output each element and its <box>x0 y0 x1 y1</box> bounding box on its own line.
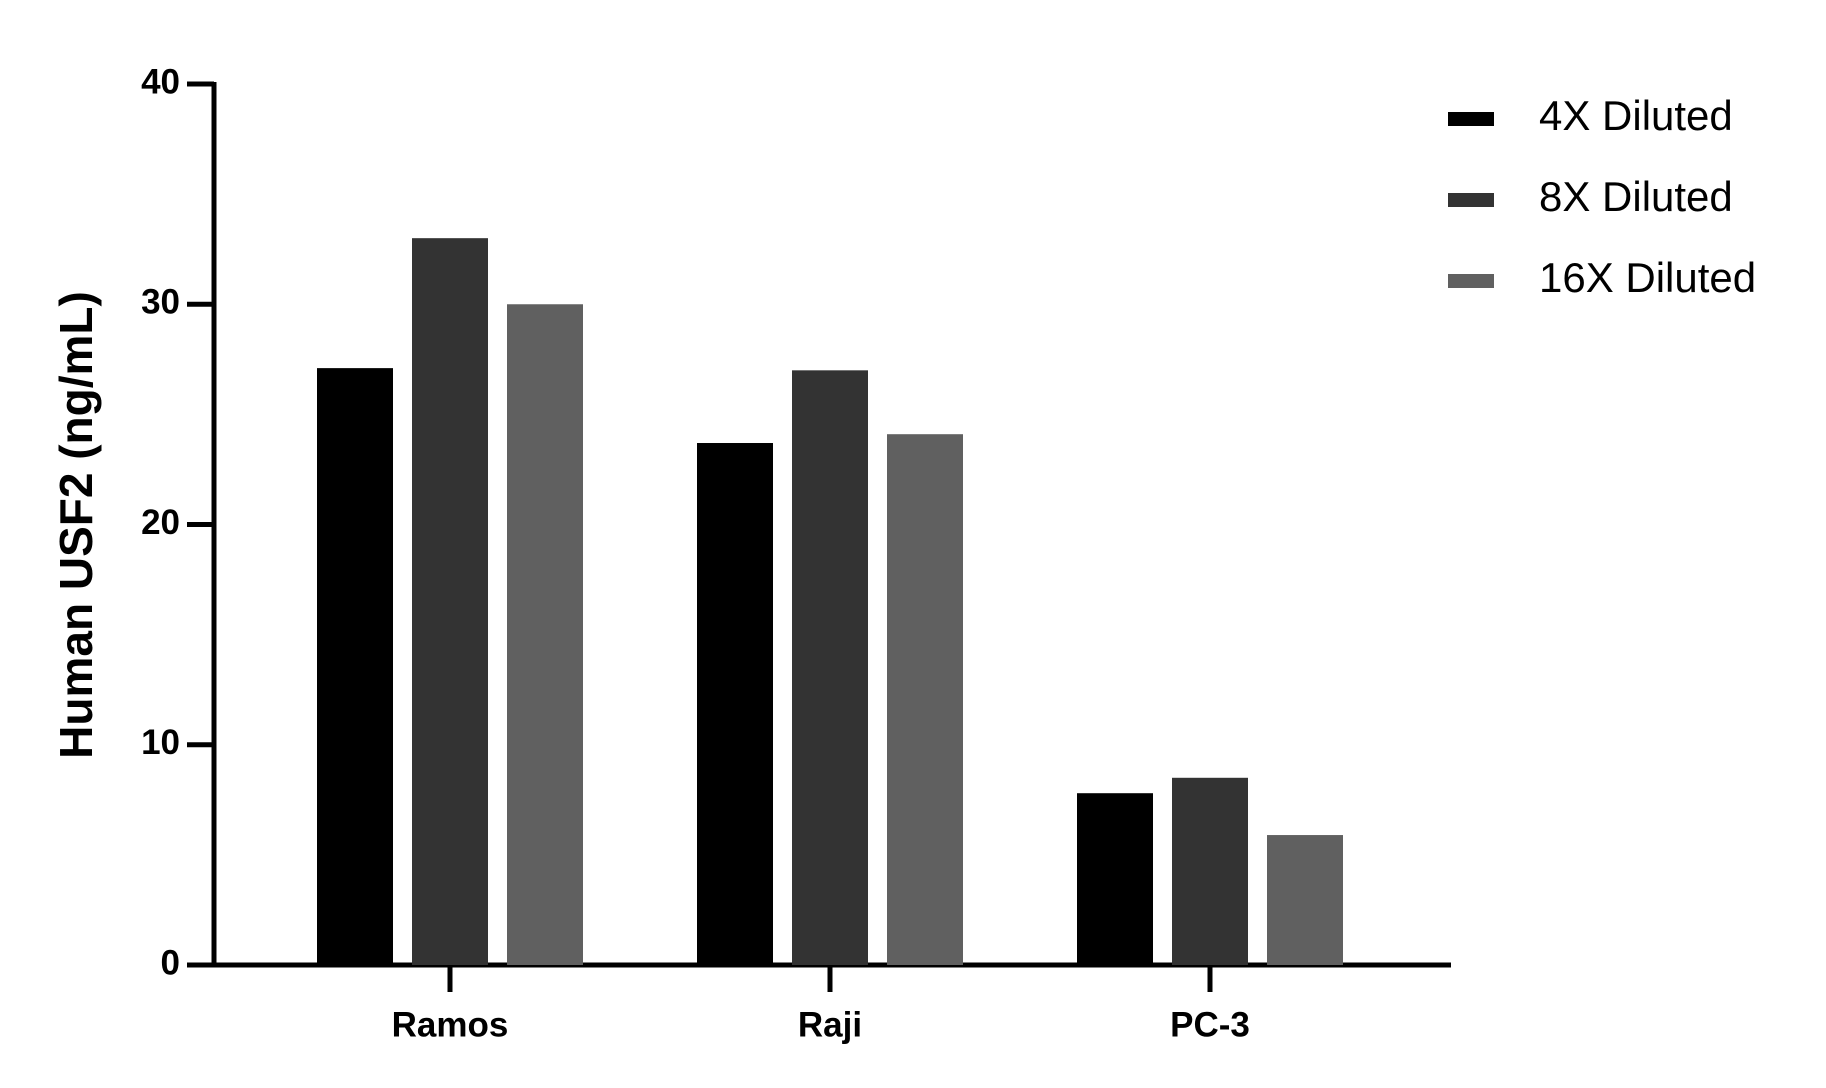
y-tick-label: 10 <box>141 723 180 762</box>
legend-swatch <box>1448 193 1494 207</box>
y-tick-label: 30 <box>141 283 180 322</box>
bar <box>887 434 963 965</box>
bar <box>1172 777 1248 965</box>
legend-swatch <box>1448 274 1494 288</box>
bar <box>792 370 868 965</box>
bar <box>1077 793 1153 965</box>
x-tick-label: Raji <box>798 1005 862 1044</box>
x-tick-label: PC-3 <box>1170 1005 1250 1044</box>
bar <box>1267 835 1343 965</box>
x-tick-label: Ramos <box>392 1005 509 1044</box>
legend-label: 16X Diluted <box>1539 254 1756 301</box>
legend-label: 8X Diluted <box>1539 173 1733 220</box>
y-axis-title: Human USF2 (ng/mL) <box>50 291 102 759</box>
bar <box>412 238 488 966</box>
y-tick-label: 20 <box>141 503 180 542</box>
y-tick-label: 0 <box>161 943 180 982</box>
y-tick-label: 40 <box>141 62 180 101</box>
legend-label: 4X Diluted <box>1539 92 1733 139</box>
bar <box>317 368 393 965</box>
legend-swatch <box>1448 112 1494 126</box>
bar <box>507 304 583 965</box>
bar <box>697 443 773 965</box>
